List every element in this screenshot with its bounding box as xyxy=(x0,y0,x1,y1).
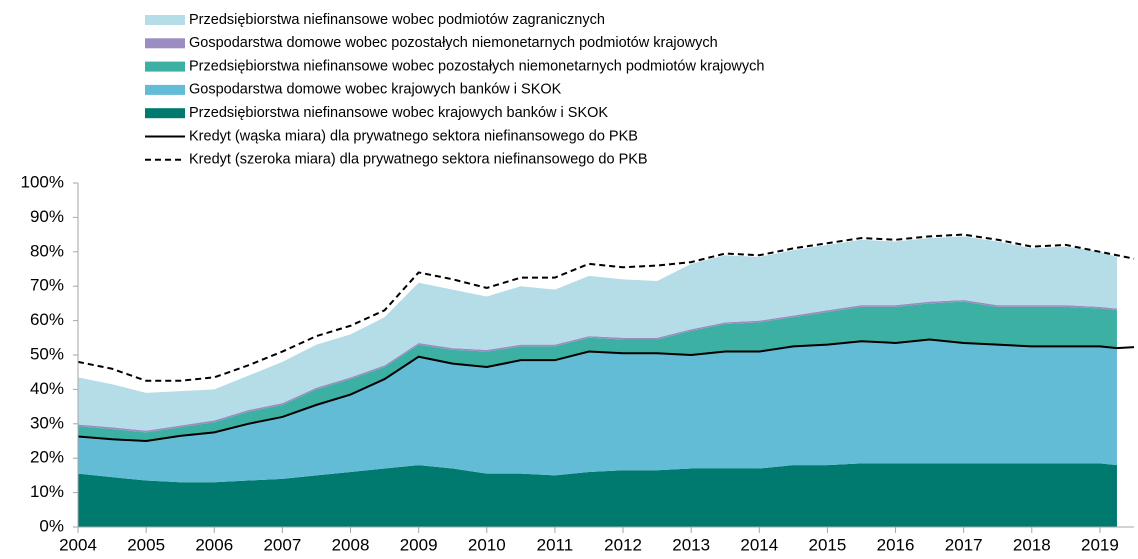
legend-label: Kredyt (szeroka miara) dla prywatnego se… xyxy=(189,152,648,168)
legend-swatch xyxy=(145,15,185,25)
x-tick-label: 2015 xyxy=(809,535,847,554)
x-tick-label: 2007 xyxy=(263,535,301,554)
legend-label: Gospodarstwa domowe wobec krajowych bank… xyxy=(189,82,562,98)
y-tick-label: 0% xyxy=(39,516,64,535)
x-tick-label: 2008 xyxy=(332,535,370,554)
x-tick-label: 2017 xyxy=(945,535,983,554)
x-tick-label: 2014 xyxy=(740,535,778,554)
area xyxy=(78,236,1117,431)
y-tick-label: 80% xyxy=(30,241,64,260)
x-tick-label: 2004 xyxy=(59,535,97,554)
y-tick-label: 10% xyxy=(30,482,64,501)
x-tick-label: 2005 xyxy=(127,535,165,554)
area xyxy=(78,339,1117,483)
legend-swatch xyxy=(145,38,185,49)
x-tick-label: 2013 xyxy=(672,535,710,554)
y-tick-label: 30% xyxy=(30,413,64,432)
y-tick-label: 40% xyxy=(30,379,64,398)
area xyxy=(78,463,1117,527)
y-tick-label: 50% xyxy=(30,344,64,363)
legend-swatch xyxy=(145,84,185,95)
area xyxy=(78,301,1117,441)
y-tick-label: 90% xyxy=(30,207,64,226)
x-tick-label: 2011 xyxy=(537,535,574,554)
line xyxy=(77,233,1135,382)
legend-swatch xyxy=(145,108,185,119)
x-tick-label: 2012 xyxy=(604,535,642,554)
x-tick-label: 2009 xyxy=(400,535,438,554)
x-tick-label: 2006 xyxy=(195,535,233,554)
y-tick-label: 20% xyxy=(30,448,64,467)
legend-label: Przedsiębiorstwa niefinansowe wobec kraj… xyxy=(189,105,608,121)
x-tick-label: 2019 xyxy=(1081,535,1119,554)
legend-label: Kredyt (wąska miara) dla prywatnego sekt… xyxy=(189,128,638,144)
legend-label: Przedsiębiorstwa niefinansowe wobec pozo… xyxy=(189,58,764,74)
x-tick-label: 2010 xyxy=(468,535,506,554)
y-tick-label: 100% xyxy=(21,172,64,191)
x-tick-label: 2016 xyxy=(877,535,915,554)
x-tick-label: 2018 xyxy=(1013,535,1051,554)
y-tick-label: 60% xyxy=(30,310,64,329)
line xyxy=(77,338,1135,443)
legend-label: Przedsiębiorstwa niefinansowe wobec podm… xyxy=(189,12,605,28)
legend-swatch xyxy=(145,61,185,72)
legend-label: Gospodarstwa domowe wobec pozostałych ni… xyxy=(189,35,718,51)
y-tick-label: 70% xyxy=(30,276,64,295)
